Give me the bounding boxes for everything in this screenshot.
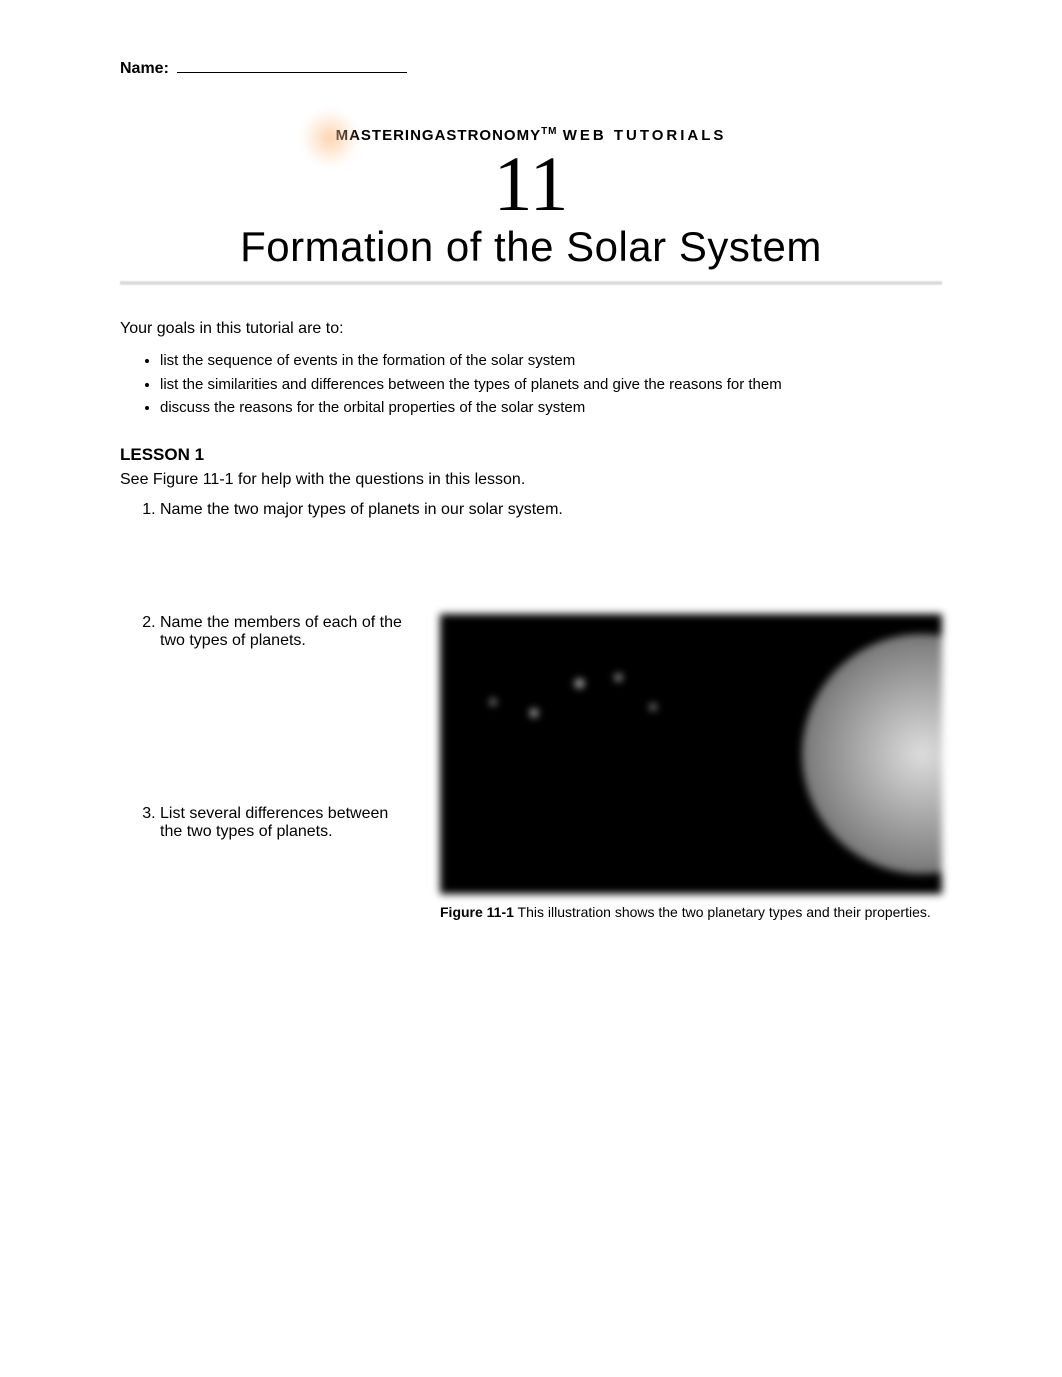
question-item: Name the members of each of the two type… <box>160 614 410 650</box>
lesson-heading: LESSON 1 <box>120 445 942 465</box>
figure-planet-icon <box>650 704 656 710</box>
chapter-number: 11 <box>120 145 942 223</box>
figure-planet-icon <box>615 674 622 681</box>
figure-label: Figure 11-1 <box>440 904 514 920</box>
goal-item: list the similarities and differences be… <box>160 374 942 397</box>
tutorial-suffix: WEB TUTORIALS <box>563 127 727 144</box>
figure-sun-icon <box>802 634 942 874</box>
trademark-symbol: TM <box>541 126 557 137</box>
section-divider <box>120 281 942 285</box>
goal-item: list the sequence of events in the forma… <box>160 350 942 373</box>
goals-list: list the sequence of events in the forma… <box>160 350 942 420</box>
questions-list-continued: Name the members of each of the two type… <box>160 614 410 841</box>
name-field: Name: <box>120 60 942 78</box>
intro-text: Your goals in this tutorial are to: <box>120 320 942 338</box>
content-row: Name the members of each of the two type… <box>120 614 942 920</box>
figure-planet-icon <box>490 699 496 705</box>
logo-icon <box>300 108 360 168</box>
figure-planet-icon <box>575 679 584 688</box>
figure-column: Figure 11-1 This illustration shows the … <box>440 614 942 920</box>
figure-planet-icon <box>530 709 538 717</box>
name-input-line[interactable] <box>177 72 407 73</box>
figure-image <box>440 614 942 894</box>
questions-column: Name the members of each of the two type… <box>120 614 410 920</box>
name-label: Name: <box>120 60 169 77</box>
questions-list: Name the two major types of planets in o… <box>160 501 942 519</box>
question-item: Name the two major types of planets in o… <box>160 501 942 519</box>
header-section: MASTERINGASTRONOMYTM WEB TUTORIALS 11 Fo… <box>120 108 942 271</box>
lesson-intro: See Figure 11-1 for help with the questi… <box>120 471 942 489</box>
figure-caption-text: This illustration shows the two planetar… <box>514 904 931 920</box>
figure-caption: Figure 11-1 This illustration shows the … <box>440 904 942 920</box>
chapter-title: Formation of the Solar System <box>120 223 942 271</box>
goal-item: discuss the reasons for the orbital prop… <box>160 397 942 420</box>
question-item: List several differences between the two… <box>160 805 410 841</box>
